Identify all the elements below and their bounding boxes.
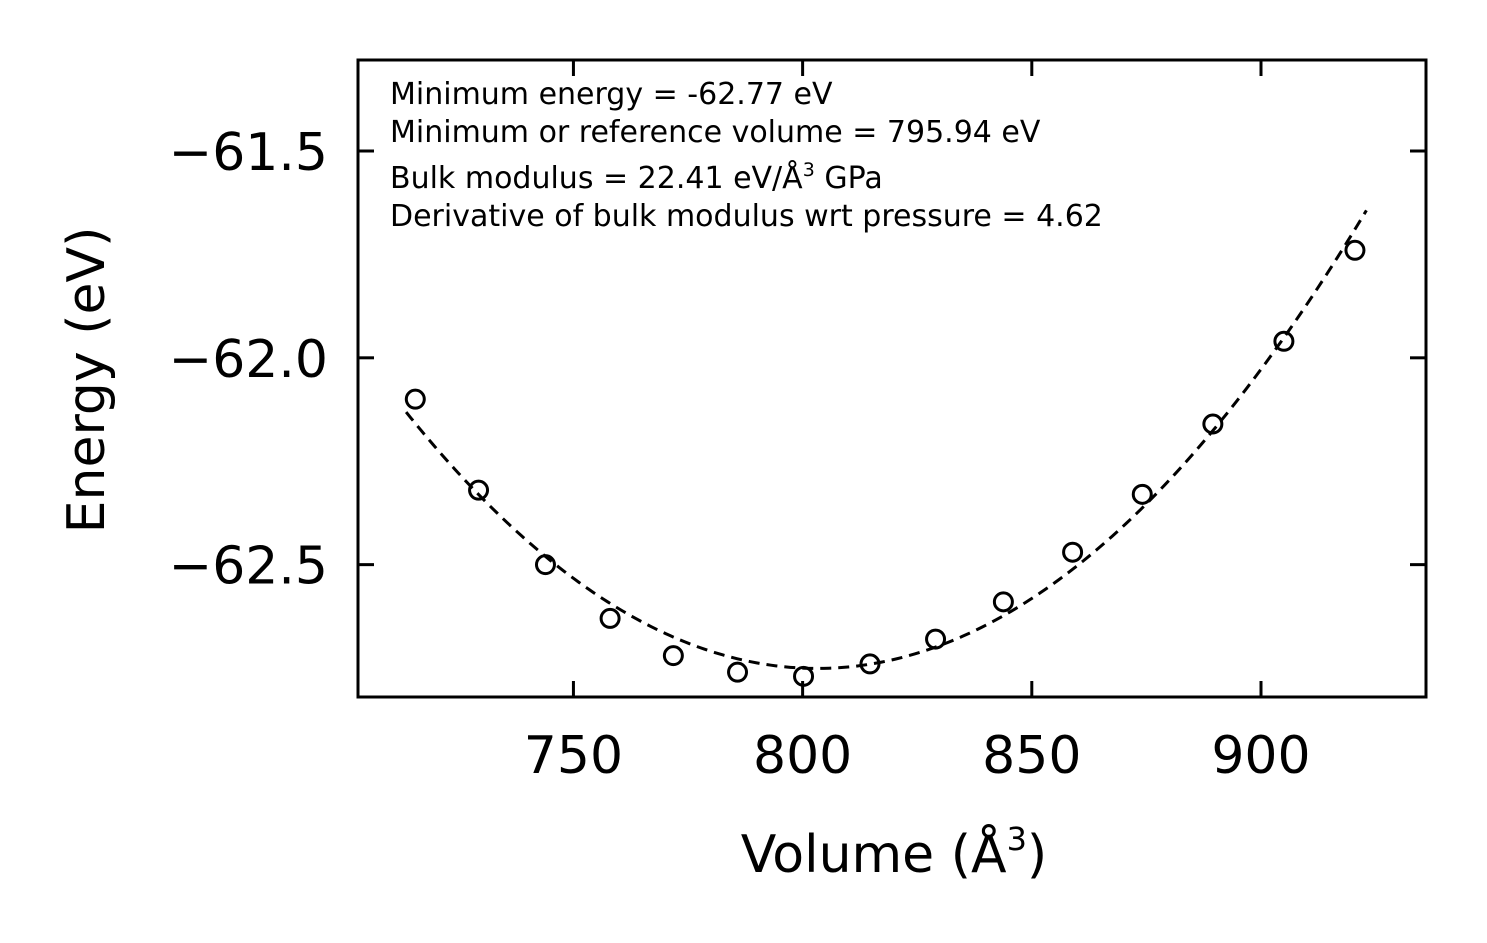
data-point	[404, 388, 426, 410]
annotation-box: Minimum energy = -62.77 eV Minimum or re…	[390, 77, 1103, 234]
data-point	[925, 628, 947, 650]
data-point	[468, 479, 490, 501]
y-tick-label: −61.5	[169, 123, 328, 183]
annotation-min-energy: Minimum energy = -62.77 eV	[390, 77, 833, 112]
axis-ticks-layer	[358, 60, 1426, 697]
y-axis-label: Energy (eV)	[57, 227, 117, 534]
x-axis-label-sup: 3	[1007, 820, 1027, 858]
y-tick-label: −62.5	[169, 537, 328, 597]
plot-frame	[356, 58, 1428, 699]
annotation-bulk-modulus-main: Bulk modulus = 22.41 eV/Å	[390, 160, 803, 196]
x-tick-label: 800	[753, 726, 852, 786]
x-tick-label: 900	[1211, 726, 1310, 786]
data-point	[992, 591, 1014, 613]
annotation-min-volume: Minimum or reference volume = 795.94 eV	[390, 115, 1041, 150]
x-tick-label: 850	[982, 726, 1081, 786]
data-points-layer	[404, 239, 1366, 687]
data-point	[599, 607, 621, 629]
x-tick-label: 750	[524, 726, 623, 786]
data-point	[1062, 541, 1084, 563]
x-tick-labels: 750 800 850 900	[524, 726, 1311, 786]
annotation-derivative: Derivative of bulk modulus wrt pressure …	[390, 199, 1103, 234]
data-point	[1344, 239, 1366, 261]
y-tick-label: −62.0	[169, 330, 328, 390]
x-axis-label-close: )	[1027, 825, 1047, 885]
data-point	[1131, 483, 1153, 505]
annotation-bulk-modulus-sup: 3	[803, 159, 815, 181]
x-axis-label-main: Volume (Å	[741, 823, 1007, 885]
data-point	[727, 661, 749, 683]
data-point	[1273, 330, 1295, 352]
data-point	[1202, 413, 1224, 435]
annotation-bulk-modulus: Bulk modulus = 22.41 eV/Å3 GPa	[390, 159, 883, 196]
data-point	[534, 554, 556, 576]
x-axis-label: Volume (Å3)	[741, 820, 1047, 885]
y-tick-labels: −61.5 −62.0 −62.5	[169, 123, 328, 597]
data-point	[662, 645, 684, 667]
data-point	[859, 653, 881, 675]
annotation-bulk-modulus-tail: GPa	[815, 161, 883, 196]
